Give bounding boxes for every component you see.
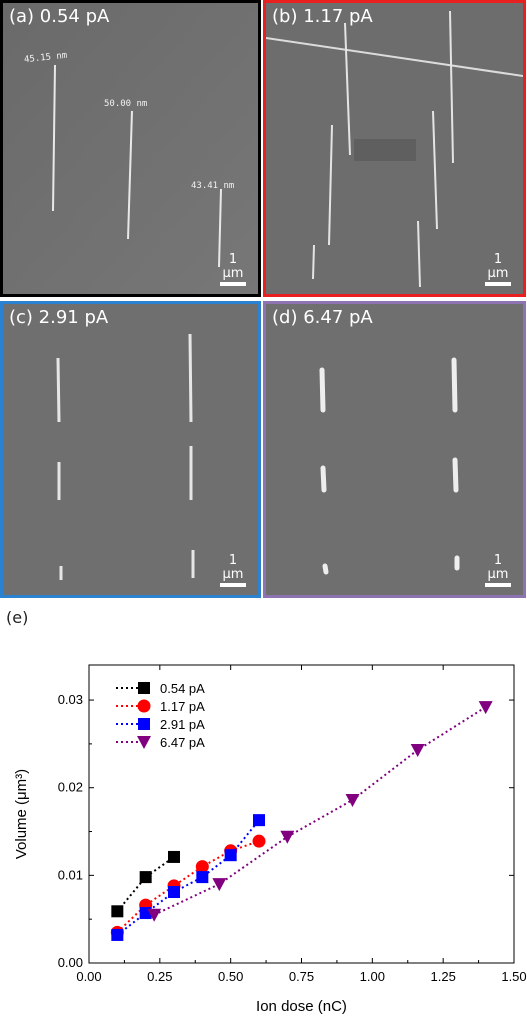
series-2-91-pa — [111, 814, 265, 941]
data-point — [168, 850, 180, 863]
sem-image-c — [3, 304, 258, 595]
y-tick-label: 0.01 — [58, 867, 83, 882]
volume-vs-dose-chart: 0.00 0.25 0.50 0.75 1.00 1.25 1.50 0.00 0.01 0.02… — [13, 664, 527, 1015]
x-axis-label: Ion dose (nC) — [256, 998, 347, 1015]
data-point — [196, 871, 209, 884]
nanopillar — [452, 457, 459, 493]
x-tick-label: 1.25 — [431, 969, 456, 984]
sem-panel-a: (a) 0.54 pA 45.15 nm 50.00 nm 43.41 nm 1… — [0, 0, 261, 297]
sem-image-d — [266, 304, 523, 595]
sem-panel-b: (b) 1.17 pA 1 μm — [263, 0, 526, 297]
legend-marker — [138, 682, 150, 694]
data-point — [111, 928, 124, 941]
nanopillar — [319, 367, 326, 413]
nanopillar — [320, 465, 327, 493]
axis-ticks: 0.00 0.25 0.50 0.75 1.00 1.25 1.50 0.00 0.01 0.02… — [58, 665, 527, 984]
scale-bar-line — [220, 583, 246, 587]
nanopillar — [417, 220, 421, 288]
data-point — [224, 849, 237, 862]
scale-bar: 1 μm — [220, 554, 246, 587]
nanopillar — [344, 22, 351, 156]
panel-label: (d) 6.47 pA — [272, 307, 373, 328]
panel-label: (a) 0.54 pA — [9, 6, 110, 27]
nanopillar — [312, 244, 315, 280]
series-line — [153, 706, 487, 916]
data-point — [212, 878, 227, 892]
legend-label: 0.54 pA — [160, 681, 205, 696]
sem-panel-c: (c) 2.91 pA 1 μm — [0, 301, 261, 598]
sem-image-b — [266, 3, 523, 294]
nanopillar — [449, 10, 454, 164]
legend-label: 6.47 pA — [160, 735, 205, 750]
legend-label: 1.17 pA — [160, 699, 205, 714]
data-point — [345, 793, 360, 807]
substrate-edge — [266, 37, 523, 77]
scale-bar: 1 μm — [485, 554, 511, 587]
nanopillar — [328, 124, 333, 246]
data-point — [195, 860, 209, 874]
measurement-label: 50.00 nm — [104, 99, 148, 109]
nanopillar — [322, 563, 329, 575]
x-tick-label: 0.25 — [147, 969, 172, 984]
legend-marker — [137, 699, 151, 713]
nanopillar — [451, 357, 458, 413]
x-tick-label: 0.00 — [76, 969, 101, 984]
data-point — [410, 744, 425, 758]
x-tick-label: 0.75 — [289, 969, 314, 984]
x-tick-label: 0.50 — [218, 969, 243, 984]
panel-label-e: (e) — [6, 608, 29, 627]
scale-bar-label: 1 μm — [222, 252, 244, 281]
panel-label: (c) 2.91 pA — [9, 307, 109, 328]
nanopillar — [127, 110, 133, 240]
data-point — [147, 908, 162, 922]
legend-marker — [138, 718, 150, 730]
sem-panel-d: (d) 6.47 pA 1 μm — [263, 301, 526, 598]
scale-bar-label: 1 μm — [487, 252, 509, 281]
y-tick-label: 0.02 — [58, 780, 83, 795]
legend: 0.54 pA 1.17 pA 2.91 pA 6.47 pA — [116, 681, 205, 750]
data-point — [253, 814, 265, 827]
legend-marker — [137, 736, 151, 749]
scale-bar: 1 μm — [220, 253, 246, 286]
data-point — [168, 886, 180, 899]
nanopillar — [56, 357, 61, 423]
data-point — [252, 834, 266, 848]
scale-bar: 1 μm — [485, 253, 511, 286]
scale-bar-line — [220, 282, 246, 286]
nanopillar — [218, 188, 222, 268]
series-6-47-pa — [147, 701, 493, 922]
scale-bar-line — [485, 282, 511, 286]
data-point — [111, 905, 124, 918]
legend-label: 2.91 pA — [160, 717, 205, 732]
x-tick-label: 1.50 — [501, 969, 526, 984]
nanopillar — [188, 333, 193, 423]
scale-bar-line — [485, 583, 511, 587]
data-point — [478, 701, 493, 715]
measurement-label: 43.41 nm — [191, 181, 235, 191]
series-line — [116, 819, 260, 936]
y-axis-label: Volume (μm³) — [13, 769, 30, 859]
sem-image-a — [3, 3, 258, 294]
data-point — [139, 871, 152, 884]
nanopillar — [432, 110, 438, 230]
nanopillar — [52, 64, 56, 212]
y-tick-label: 0.00 — [58, 955, 83, 970]
data-point — [280, 830, 295, 844]
y-tick-label: 0.03 — [58, 692, 83, 707]
panel-label: (b) 1.17 pA — [272, 6, 373, 27]
scale-bar-label: 1 μm — [487, 553, 509, 582]
x-tick-label: 1.00 — [360, 969, 385, 984]
scale-bar-label: 1 μm — [222, 553, 244, 582]
series-layer — [110, 701, 493, 941]
series-0-54-pa — [111, 850, 180, 918]
